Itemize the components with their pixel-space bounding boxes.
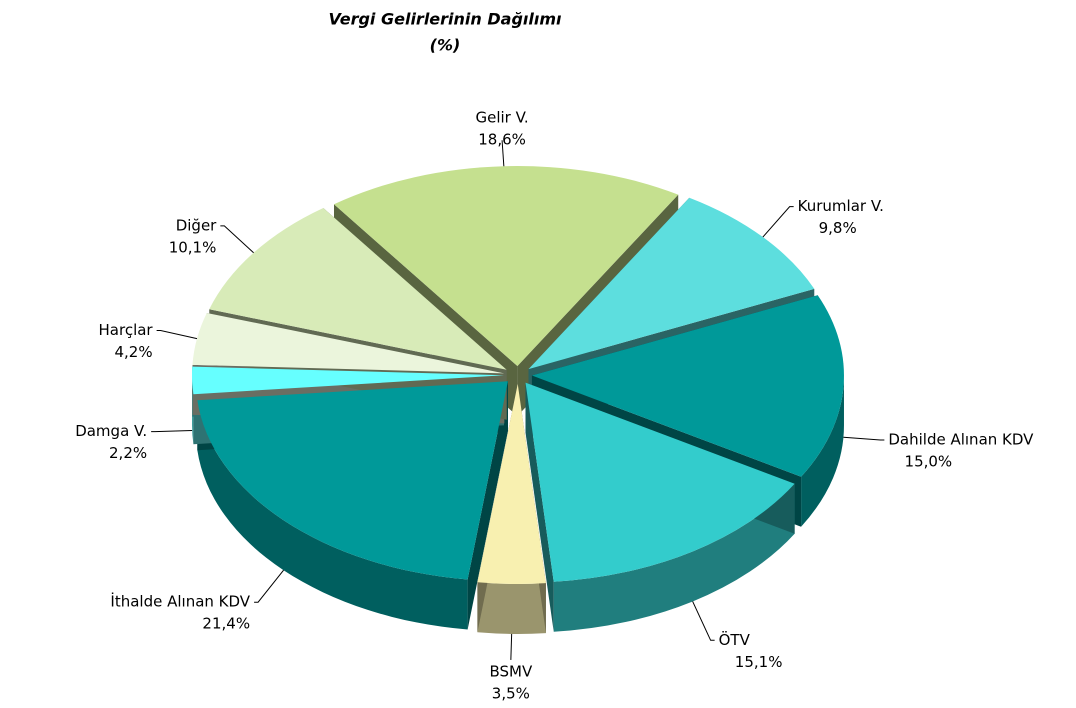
chart-title: Vergi Gelirlerinin Dağılımı	[329, 10, 563, 29]
slice	[334, 166, 679, 367]
slice-label: Dahilde Alınan KDV	[888, 430, 1034, 448]
leader-line	[843, 436, 885, 441]
leader-line	[762, 206, 794, 238]
slice-side	[477, 582, 546, 634]
leader-line	[151, 429, 193, 433]
slice-value-label: 15,0%	[905, 452, 953, 470]
slice-value-label: 21,4%	[202, 615, 250, 633]
leader-line	[692, 601, 715, 641]
slice	[528, 197, 815, 370]
leader-line	[501, 140, 505, 167]
slice-value-label: 10,1%	[169, 238, 217, 256]
slice	[197, 381, 508, 580]
slice-label: ÖTV	[719, 630, 751, 649]
slice-cut	[467, 381, 508, 630]
slice-value-label: 15,1%	[735, 653, 783, 671]
slice-cut	[525, 382, 554, 632]
chart-subtitle: (%)	[430, 36, 461, 55]
leader-line	[220, 225, 254, 254]
slice-label: Kurumlar V.	[798, 197, 884, 215]
leader-line	[254, 569, 284, 603]
slice	[209, 207, 507, 370]
slice	[477, 383, 546, 584]
slice-label: BSMV	[489, 662, 532, 680]
slice-side	[801, 375, 844, 527]
labels: Gelir V. 18,6% Kurumlar V. 9,8% Dahilde Alın…	[75, 109, 1034, 703]
slice-value-label: 2,2%	[109, 444, 147, 462]
slice-value-label: 4,2%	[115, 343, 153, 361]
leader-line	[510, 633, 513, 660]
slice-side	[553, 483, 795, 632]
slice-side	[197, 400, 468, 630]
slice	[531, 295, 844, 477]
tops	[192, 166, 844, 584]
slice-value-label: 9,8%	[819, 219, 857, 237]
slice	[192, 312, 505, 374]
slice-label: Diğer	[176, 216, 217, 234]
slice-label: Harçlar	[99, 321, 154, 339]
slice	[192, 366, 505, 395]
slice-label: Damga V.	[75, 422, 147, 440]
slice-value-label: 18,6%	[478, 131, 526, 149]
slice	[525, 382, 795, 582]
leader-line	[156, 330, 198, 340]
slice-label: Gelir V.	[475, 109, 528, 127]
slice-value-label: 3,5%	[492, 684, 530, 702]
slice-label: İthalde Alınan KDV	[110, 592, 250, 611]
